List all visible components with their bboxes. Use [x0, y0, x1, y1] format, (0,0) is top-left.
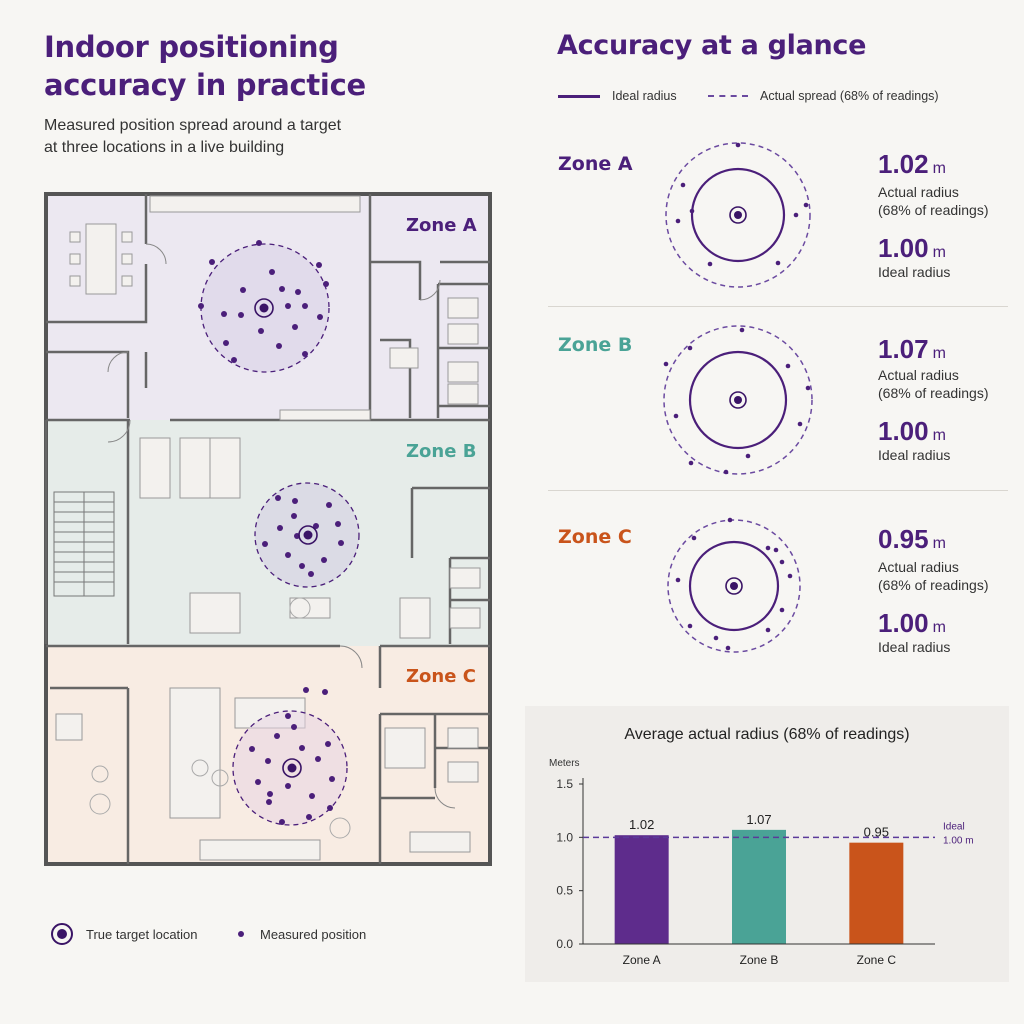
- page-subtitle: Measured position spread around a target…: [44, 115, 464, 159]
- zone-c-actual-unit: m: [932, 535, 946, 552]
- zone-separator: [548, 490, 1008, 491]
- bar-chart: Meters 0.0 0.5 1.0 1.5 1.02 1.07 0.95 Ideal 1.…: [549, 758, 974, 967]
- glance-title: Accuracy at a glance: [557, 30, 867, 61]
- zone-c-ideal-label: Ideal radius: [878, 639, 951, 655]
- y-tick-label: 1.5: [556, 777, 573, 791]
- ideal-line-value: 1.00 m: [943, 835, 974, 846]
- zone-c-label: Zone C: [406, 666, 476, 687]
- y-tick-label: 0.5: [556, 884, 573, 898]
- door-arcs: [107, 243, 456, 809]
- zone-c-ideal-value: 1.00: [878, 608, 929, 638]
- zone-a-actual-unit: m: [932, 160, 946, 177]
- zone-b-actual-value: 1.07: [878, 334, 929, 364]
- zone-c-name: Zone C: [558, 526, 632, 548]
- title-line-1: Indoor positioning: [44, 30, 339, 64]
- bar-value-label: 0.95: [864, 825, 889, 840]
- chart-title: Average actual radius (68% of readings): [624, 726, 910, 743]
- zone-b-accuracy-diagram: [663, 325, 813, 475]
- zone-b-ideal-label: Ideal radius: [878, 447, 951, 463]
- key-ideal: Ideal radius: [558, 86, 677, 106]
- y-tick-label: 1.0: [556, 830, 573, 844]
- y-tick-label: 0.0: [556, 937, 573, 951]
- bar-chart-panel: Average actual radius (68% of readings) …: [525, 706, 1009, 982]
- zone-row-a: Zone A 1.02 m Actual radius (68% of readi…: [548, 135, 1008, 315]
- zone-separator: [548, 306, 1008, 307]
- zone-a-actual-value: 1.02: [878, 149, 929, 179]
- floor-plan: Zone A Zone B Zone C: [44, 192, 492, 866]
- zone-b-actual: 1.07 m: [878, 334, 946, 365]
- zone-a-accuracy-diagram: [665, 142, 811, 288]
- subtitle-line-2: at three locations in a live building: [44, 139, 285, 156]
- zone-c-actual-label: Actual radius (68% of readings): [878, 558, 989, 594]
- zone-a-ideal-unit: m: [932, 244, 946, 261]
- chairs: [89, 597, 351, 839]
- zone-c-accuracy-diagram: [667, 517, 801, 653]
- solid-line-swatch: [558, 94, 600, 98]
- zone-a-ideal: 1.00 m: [878, 233, 946, 264]
- zone-b-ideal-unit: m: [932, 427, 946, 444]
- zone-b-spread: [254, 482, 360, 588]
- zone-b-name: Zone B: [558, 334, 633, 356]
- title-line-2: accuracy in practice: [44, 68, 366, 102]
- interior-walls: [44, 194, 490, 864]
- zone-row-c: Zone C 0.95 m Actual radius (68% of readi…: [548, 510, 1008, 690]
- zone-a-actual-label: Actual radius (68% of readings): [878, 183, 989, 219]
- zone-c-ideal: 1.00 m: [878, 608, 946, 639]
- zone-b-ideal: 1.00 m: [878, 416, 946, 447]
- key-actual: Actual spread (68% of readings): [708, 86, 939, 106]
- y-axis-label: Meters: [549, 758, 580, 769]
- zone-c-actual: 0.95 m: [878, 524, 946, 555]
- zone-a-actual-label-2: (68% of readings): [878, 202, 989, 218]
- zone-b-actual-label: Actual radius (68% of readings): [878, 366, 989, 402]
- zone-b-label: Zone B: [406, 441, 476, 462]
- bar-value-label: 1.07: [746, 812, 771, 827]
- furniture: [55, 195, 481, 861]
- zone-c-actual-value: 0.95: [878, 524, 929, 554]
- zone-b-actual-unit: m: [932, 345, 946, 362]
- zone-a-actual: 1.02 m: [878, 149, 946, 180]
- ideal-line-label: Ideal: [943, 821, 965, 832]
- legend-target-label: True target location: [86, 926, 198, 942]
- zone-row-b: Zone B 1.07 m Actual radius (68% of readi…: [548, 318, 1008, 498]
- stairwell: [53, 491, 115, 597]
- bar-value-label: 1.02: [629, 817, 654, 832]
- bar-zone-a: [614, 835, 669, 944]
- zone-b-actual-label-1: Actual radius: [878, 367, 959, 383]
- zone-a-spread: [198, 240, 330, 373]
- zone-a-name: Zone A: [558, 153, 633, 175]
- key-actual-label: Actual spread (68% of readings): [760, 89, 939, 103]
- legend-measured-label: Measured position: [260, 926, 367, 942]
- zone-a-ideal-label: Ideal radius: [878, 264, 951, 280]
- page-title: Indoor positioning accuracy in practice: [44, 28, 464, 104]
- x-tick-label: Zone C: [857, 953, 897, 967]
- zone-c-actual-label-2: (68% of readings): [878, 577, 989, 593]
- legend-target: True target location: [50, 922, 198, 946]
- zone-c-actual-label-1: Actual radius: [878, 559, 959, 575]
- zone-a-actual-label-1: Actual radius: [878, 184, 959, 200]
- x-tick-label: Zone B: [740, 953, 779, 967]
- zone-a-ideal-value: 1.00: [878, 233, 929, 263]
- x-tick-label: Zone A: [623, 953, 661, 967]
- legend-measured: Measured position: [236, 922, 366, 946]
- zone-c-ideal-unit: m: [932, 619, 946, 636]
- zone-b-ideal-value: 1.00: [878, 416, 929, 446]
- target-icon: [51, 923, 73, 945]
- subtitle-line-1: Measured position spread around a target: [44, 117, 342, 134]
- bar-zone-b: [732, 829, 786, 944]
- zone-b-actual-label-2: (68% of readings): [878, 385, 989, 401]
- bar-zone-c: [849, 842, 904, 944]
- dashed-line-swatch: [708, 95, 748, 97]
- zone-a-label: Zone A: [406, 215, 477, 236]
- measured-dot-icon: [238, 931, 244, 937]
- key-ideal-label: Ideal radius: [612, 89, 677, 103]
- zone-c-spread: [232, 687, 348, 826]
